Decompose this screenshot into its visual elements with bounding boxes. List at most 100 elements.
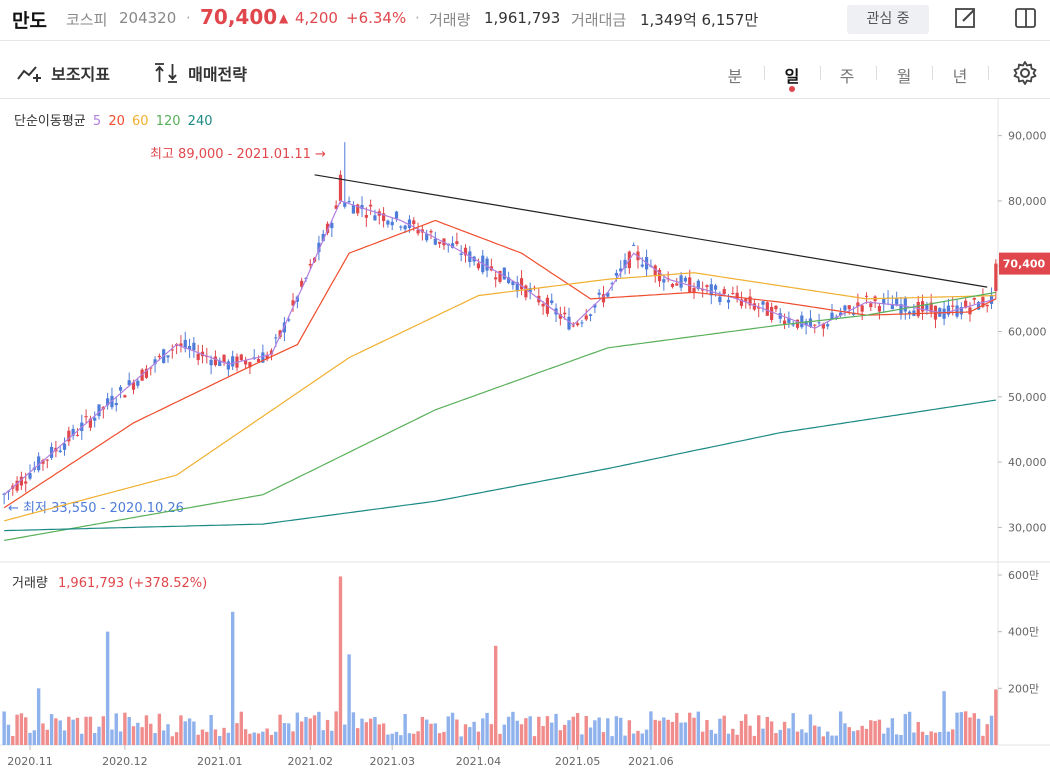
volume-bar	[218, 736, 222, 745]
candle-body	[265, 354, 269, 360]
candle-body	[425, 233, 429, 241]
volume-bar	[127, 717, 131, 745]
volume-bar	[696, 711, 701, 745]
volume-bar	[864, 728, 869, 745]
volume-label: 거래량	[429, 11, 471, 29]
volume-bar	[916, 721, 920, 745]
volume-bar	[946, 731, 951, 745]
volume-bar	[291, 731, 295, 745]
period-week[interactable]: 주	[839, 67, 855, 86]
candle-body	[399, 226, 403, 228]
volume-bar	[101, 716, 106, 745]
volume-bar	[463, 724, 468, 745]
candle-body	[360, 205, 364, 210]
candle-body	[502, 267, 506, 280]
candle-body	[713, 285, 718, 290]
volume-bar	[963, 711, 968, 745]
volume-bar	[11, 735, 15, 745]
panel-toggle-icon[interactable]	[1014, 6, 1038, 34]
volume-bar	[623, 735, 627, 745]
candle-body	[330, 223, 334, 229]
candle-body	[632, 244, 636, 246]
volume-bar	[325, 719, 330, 745]
candle-body	[519, 278, 524, 290]
candle-body	[994, 263, 998, 292]
ma20-label: 20	[108, 114, 125, 129]
volume-bar	[791, 713, 795, 745]
volume-bar	[278, 714, 282, 745]
volume-bar	[593, 720, 597, 745]
volume-value: 1,961,793	[484, 9, 561, 27]
volume-bar	[19, 713, 24, 745]
volume-bar	[209, 714, 213, 745]
volume-bar	[97, 726, 101, 745]
candle-body	[256, 358, 261, 362]
indicators-icon	[17, 66, 41, 82]
volume-bar	[360, 718, 364, 745]
candle-body	[882, 298, 886, 305]
period-day[interactable]: 일	[784, 67, 800, 86]
candle-body	[903, 298, 907, 312]
volume-bar	[442, 731, 446, 745]
volume-bar	[666, 719, 670, 745]
volume-bar	[739, 720, 744, 745]
volume-bar	[528, 716, 532, 745]
volume-bar	[368, 718, 373, 745]
candle-body	[830, 312, 834, 320]
volume-bar	[118, 731, 123, 745]
period-minute[interactable]: 분	[727, 67, 743, 86]
candle-body	[662, 279, 666, 283]
candle-body	[976, 301, 981, 310]
volume-bar	[459, 736, 463, 745]
volume-bar	[489, 724, 494, 745]
candle-body	[287, 319, 291, 321]
trendline	[314, 174, 988, 288]
candle-body	[563, 312, 567, 315]
volume-bar	[636, 730, 640, 745]
volume-bar	[515, 720, 519, 745]
sort-arrows-icon	[155, 63, 177, 83]
price-tick-label: 50,000	[1008, 391, 1047, 404]
candle-body	[84, 416, 88, 418]
volume-bar	[817, 726, 821, 745]
candle-body	[808, 318, 813, 327]
period-month[interactable]: 월	[896, 67, 912, 86]
candle-body	[955, 305, 959, 317]
amount-value: 1,349억 6,157만	[640, 11, 759, 29]
volume-bar	[200, 729, 205, 745]
volume-bar	[41, 723, 45, 745]
candle-body	[839, 312, 843, 316]
candle-body	[71, 428, 75, 436]
indicators-button[interactable]: 보조지표	[16, 61, 110, 85]
period-year[interactable]: 년	[952, 67, 968, 86]
volume-bar	[334, 711, 338, 745]
volume-bar	[71, 719, 75, 745]
volume-bar	[429, 723, 433, 745]
strategy-button[interactable]: 매매전략	[153, 61, 247, 85]
settings-gear-icon[interactable]	[1012, 60, 1038, 90]
candle-body	[338, 174, 343, 201]
volume-bar	[75, 717, 80, 745]
volume-bar	[93, 733, 97, 745]
candle-body	[782, 320, 787, 325]
volume-bar	[88, 716, 93, 745]
edit-icon[interactable]	[954, 6, 978, 34]
volume-bar	[670, 721, 675, 745]
candle-body	[576, 323, 580, 326]
candle-body	[588, 314, 593, 316]
watch-button[interactable]: 관심 중	[847, 5, 929, 34]
candle-body	[494, 277, 498, 280]
volume-bar	[606, 718, 610, 745]
candle-body	[550, 300, 554, 304]
candle-body	[364, 214, 368, 218]
candle-body	[37, 456, 41, 471]
candle-body	[416, 229, 420, 234]
volume-bar	[735, 734, 739, 745]
volume-bar	[114, 713, 118, 745]
volume-bar	[631, 733, 636, 745]
volume-bar	[506, 716, 511, 745]
candle-body	[274, 337, 278, 339]
candle-body	[507, 277, 511, 284]
candle-body	[864, 295, 869, 297]
